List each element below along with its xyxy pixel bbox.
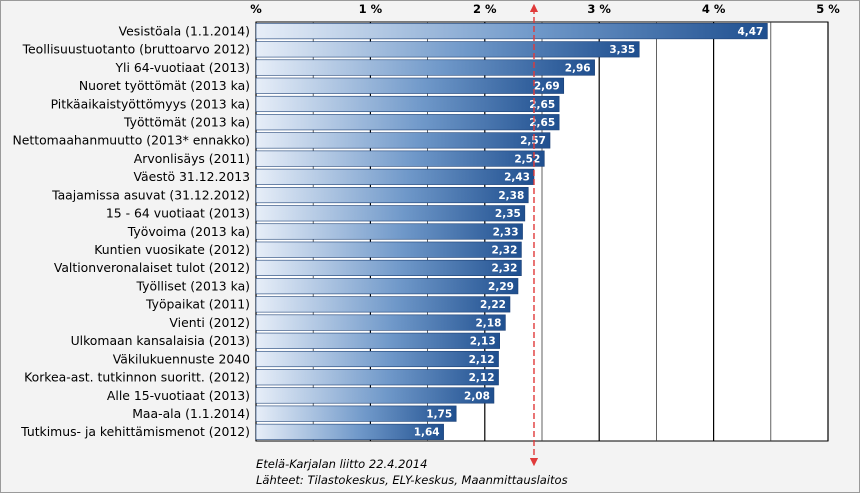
category-labels: Vesistöala (1.1.2014) Teollisuustuotanto … (12, 23, 250, 439)
category-label: Nettomaahanmuutto (2013* ennakko) (12, 133, 250, 148)
value-label: 2,18 (475, 317, 501, 329)
value-label: 2,65 (529, 117, 555, 129)
bars (255, 23, 768, 440)
value-label: 2,12 (469, 372, 495, 384)
value-label: 3,35 (609, 44, 635, 56)
bar (255, 332, 500, 349)
bar (255, 223, 523, 240)
bar (255, 168, 535, 185)
value-label: 1,64 (414, 427, 440, 439)
value-label: 2,52 (514, 153, 540, 165)
category-label: Pitkäaikaistyöttömyys (2013 ka) (51, 96, 250, 111)
value-label: 2,13 (470, 336, 496, 348)
bar (255, 369, 499, 386)
bar (255, 205, 526, 222)
category-label: Vienti (2012) (169, 315, 250, 330)
bar (255, 314, 506, 331)
bar (255, 23, 768, 40)
bar (255, 241, 522, 258)
bar (255, 59, 595, 76)
category-label: Työvoima (2013 ka) (127, 224, 250, 239)
bar (255, 387, 495, 404)
bar (255, 296, 511, 313)
x-axis-ticks: % 1 % 2 % 3 % 4 % 5 % (250, 2, 840, 16)
bar (255, 187, 529, 204)
value-label: 2,12 (469, 354, 495, 366)
value-label: 2,33 (493, 226, 519, 238)
value-label: 2,96 (565, 62, 591, 74)
footnote-sources: Lähteet: Tilastokeskus, ELY-keskus, Maan… (256, 473, 568, 487)
category-label: Teollisuustuotanto (bruttoarvo 2012) (22, 42, 250, 57)
category-label: Työpaikat (2011) (145, 297, 250, 312)
category-label: Arvonlisäys (2011) (134, 151, 250, 166)
value-label: 2,35 (495, 208, 521, 220)
value-label: 2,22 (480, 299, 506, 311)
bar (255, 114, 560, 131)
bar (255, 95, 560, 113)
category-label: Työttömät (2013 ka) (123, 114, 250, 129)
bar (255, 278, 519, 295)
category-label: 15 - 64 vuotiaat (2013) (106, 206, 250, 221)
bar (255, 350, 499, 368)
category-label: Korkea-ast. tutkinnon suoritt. (2012) (24, 370, 250, 385)
category-label: Maa-ala (1.1.2014) (132, 406, 250, 421)
category-label: Työlliset (2013 ka) (136, 278, 250, 293)
value-labels: 4,47 3,35 2,96 2,69 2,65 2,65 2,57 2,52 2,43 2,38… (414, 26, 764, 439)
value-label: 1,75 (426, 408, 452, 420)
category-label: Ulkomaan kansalaisia (2013) (71, 333, 250, 348)
x-tick-label: 5 % (816, 2, 840, 16)
category-label: Väestö 31.12.2013 (133, 169, 250, 184)
x-tick-label: % (250, 2, 262, 16)
category-label: Nuoret työttömät (2013 ka) (79, 78, 250, 93)
category-label: Valtionveronalaiset tulot (2012) (54, 260, 250, 275)
value-label: 4,47 (737, 26, 763, 38)
bar (255, 41, 640, 58)
value-label: 2,43 (504, 172, 530, 184)
category-label: Alle 15-vuotiaat (2013) (107, 388, 250, 403)
category-label: Väkilukuennuste 2040 (113, 351, 250, 366)
bar (255, 423, 444, 440)
bar (255, 132, 551, 149)
x-tick-label: 4 % (702, 2, 726, 16)
value-label: 2,32 (491, 245, 517, 257)
value-label: 2,29 (488, 281, 514, 293)
bar (255, 77, 565, 94)
category-label: Yli 64-vuotiaat (2013) (114, 60, 250, 75)
x-tick-label: 2 % (473, 2, 497, 16)
bar (255, 150, 545, 167)
value-label: 2,57 (520, 135, 546, 147)
bar (255, 259, 522, 276)
bar (255, 405, 457, 422)
value-label: 2,08 (464, 390, 490, 402)
category-label: Taajamissa asuvat (31.12.2012) (51, 187, 250, 202)
category-label: Vesistöala (1.1.2014) (119, 23, 250, 38)
x-tick-label: 1 % (359, 2, 383, 16)
value-label: 2,38 (498, 190, 524, 202)
footnote-source-date: Etelä-Karjalan liitto 22.4.2014 (256, 457, 427, 471)
value-label: 2,65 (529, 99, 555, 111)
value-label: 2,69 (534, 81, 560, 93)
category-label: Tutkimus- ja kehittämismenot (2012) (20, 424, 250, 439)
x-tick-label: 3 % (587, 2, 611, 16)
value-label: 2,32 (491, 263, 517, 275)
category-label: Kuntien vuosikate (2012) (94, 242, 250, 257)
